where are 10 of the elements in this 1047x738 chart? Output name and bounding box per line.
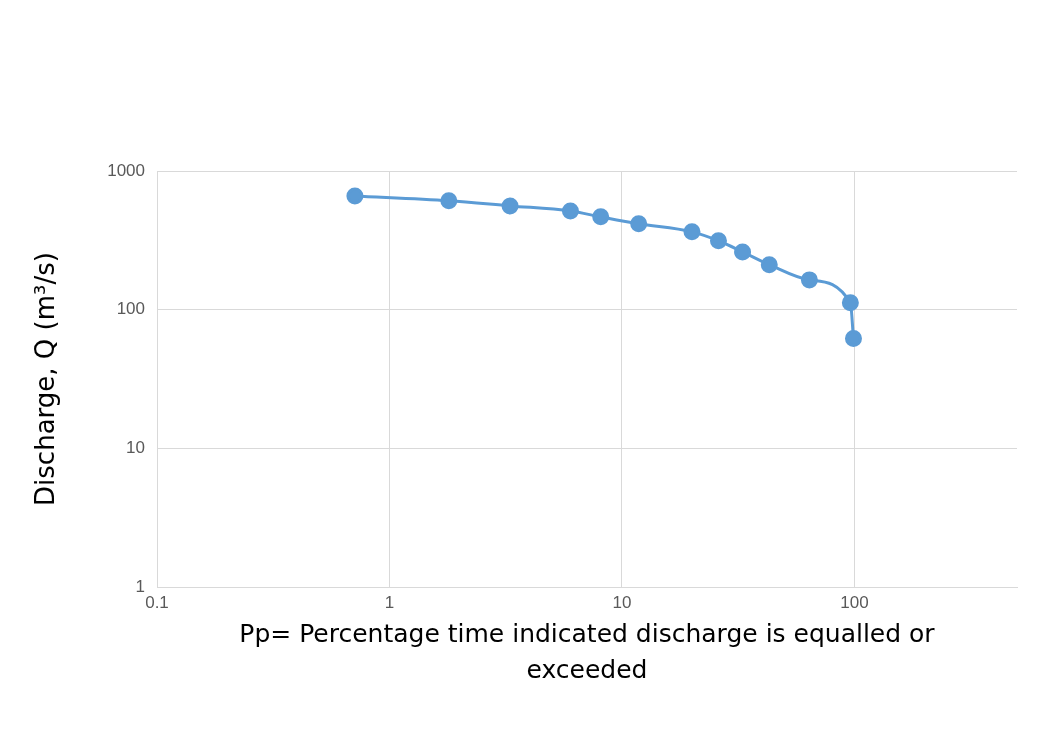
x-tick-label: 1 [384,592,395,612]
y-tick-label: 100 [116,299,145,319]
x-tick-label: 0.1 [145,592,169,612]
y-tick-label: 10 [126,438,145,458]
x-axis-title: Pp= Percentage time indicated discharge is equalled or exceeded [238,618,936,686]
x-tick-label: 100 [840,592,869,612]
x-tick-label: 10 [612,592,632,612]
y-tick-label: 1 [135,576,145,596]
y-tick-label: 1000 [107,160,145,180]
y-axis-title: Discharge, Q (m³/s) [30,252,61,506]
